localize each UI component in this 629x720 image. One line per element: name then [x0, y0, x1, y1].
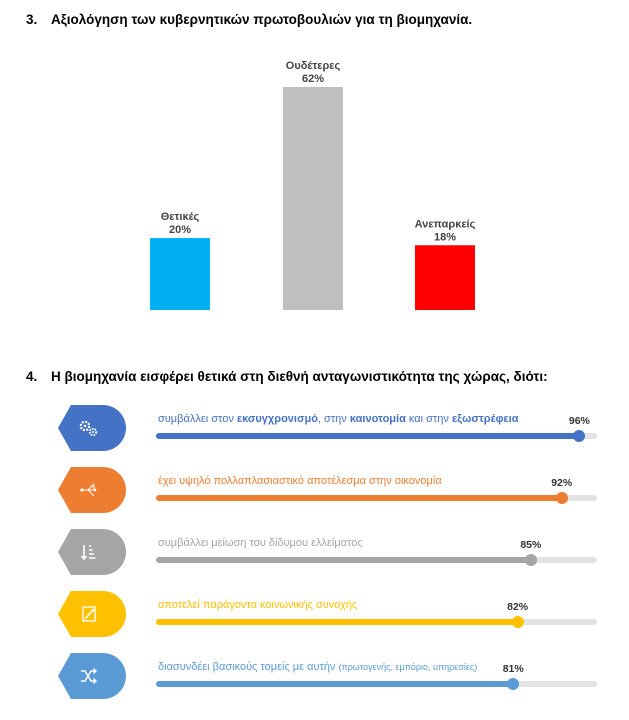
progress-knob [524, 554, 537, 566]
progress-fill [156, 433, 580, 439]
progress-track [156, 554, 597, 566]
row-label-segment: και στην [405, 413, 452, 425]
progress-track [156, 492, 597, 504]
contribution-row: έχει υψηλό πολλαπλασιαστικό αποτέλεσμα σ… [58, 467, 603, 517]
row-badge [58, 653, 126, 699]
row-percentage: 81% [502, 663, 524, 675]
row-label-segment: συμβάλλει μείωση του δίδυμου ελλείματος [158, 537, 363, 549]
network-icon [80, 483, 97, 497]
bar-1 [150, 238, 210, 310]
row-percentage: 85% [520, 539, 542, 551]
shuffle-icon [81, 668, 97, 684]
row-label: διασυνδέει βασικούς τομείς με αυτήν (πρω… [158, 661, 477, 673]
question-3-number: 3. [26, 12, 38, 27]
row-label-segment: (πρωτογενής, εμπόριο, υπηρεσίες) [338, 662, 478, 672]
contribution-row: συμβάλλει μείωση του δίδυμου ελλείματος 8… [58, 529, 603, 579]
sort-down-icon [80, 545, 96, 561]
progress-fill [156, 557, 531, 563]
row-label-segment: εκσυγχρονισμό [236, 413, 318, 425]
bar-3 [415, 245, 475, 310]
bar-value-label: 20% [169, 224, 191, 236]
question-4-number: 4. [26, 369, 38, 384]
question-3-heading: 3. Αξιολόγηση των κυβερνητικών πρωτοβουλι… [26, 12, 472, 27]
progress-fill [156, 619, 518, 625]
progress-track [156, 430, 597, 442]
progress-fill [156, 681, 514, 687]
row-label-segment: έχει υψηλό πολλαπλασιαστικό αποτέλεσμα σ… [158, 475, 442, 487]
bar-value-label: 62% [302, 73, 324, 85]
row-badge [58, 529, 126, 575]
progress-track [156, 678, 597, 690]
contribution-row: αποτελεί παράγοντα κοινωνικής συνοχής 82% [58, 591, 603, 641]
bar-category-label: Θετικές [161, 211, 200, 223]
row-label: αποτελεί παράγοντα κοινωνικής συνοχής [158, 599, 357, 611]
row-label-segment: αποτελεί παράγοντα κοινωνικής συνοχής [158, 599, 358, 611]
bar-2 [283, 87, 343, 310]
contribution-row: διασυνδέει βασικούς τομείς με αυτήν (πρω… [58, 653, 603, 703]
bar-category-label: Ουδέτερες [286, 60, 341, 72]
row-label: συμβάλλει μείωση του δίδυμου ελλείματος [158, 537, 363, 549]
row-label-segment: καινοτομία [349, 413, 406, 425]
contribution-row: συμβάλλει στον εκσυγχρονισμό, στην καινο… [58, 405, 603, 455]
progress-knob [555, 492, 568, 504]
row-percentage: 82% [507, 601, 529, 613]
row-label-segment: εξωστρέφεια [451, 413, 519, 425]
question-4-text: Η βιομηχανία εισφέρει θετικά στη διεθνή … [51, 369, 548, 384]
row-percentage: 92% [551, 477, 573, 489]
row-label-segment: διασυνδέει βασικούς τομείς με αυτήν [158, 661, 339, 673]
progress-knob [511, 616, 524, 628]
question-3-text: Αξιολόγηση των κυβερνητικών πρωτοβουλιών… [51, 12, 473, 27]
pencil-doc-icon [82, 606, 96, 622]
row-percentage: 96% [568, 415, 590, 427]
row-label: συμβάλλει στον εκσυγχρονισμό, στην καινο… [158, 413, 518, 425]
bar-value-label: 18% [434, 231, 456, 243]
row-badge [58, 405, 126, 451]
row-label: έχει υψηλό πολλαπλασιαστικό αποτέλεσμα σ… [158, 475, 442, 487]
progress-knob [573, 430, 586, 442]
row-label-segment: , στην [317, 413, 350, 425]
row-label-segment: συμβάλλει στον [158, 413, 237, 425]
progress-track [156, 616, 597, 628]
progress-fill [156, 495, 562, 501]
row-badge [58, 467, 126, 513]
bar-category-label: Ανεπαρκείς [415, 218, 476, 230]
progress-knob [507, 678, 520, 690]
question-4-heading: 4. Η βιομηχανία εισφέρει θετικά στη διεθν… [26, 369, 548, 384]
row-badge [58, 591, 126, 637]
gears-icon [79, 420, 98, 437]
